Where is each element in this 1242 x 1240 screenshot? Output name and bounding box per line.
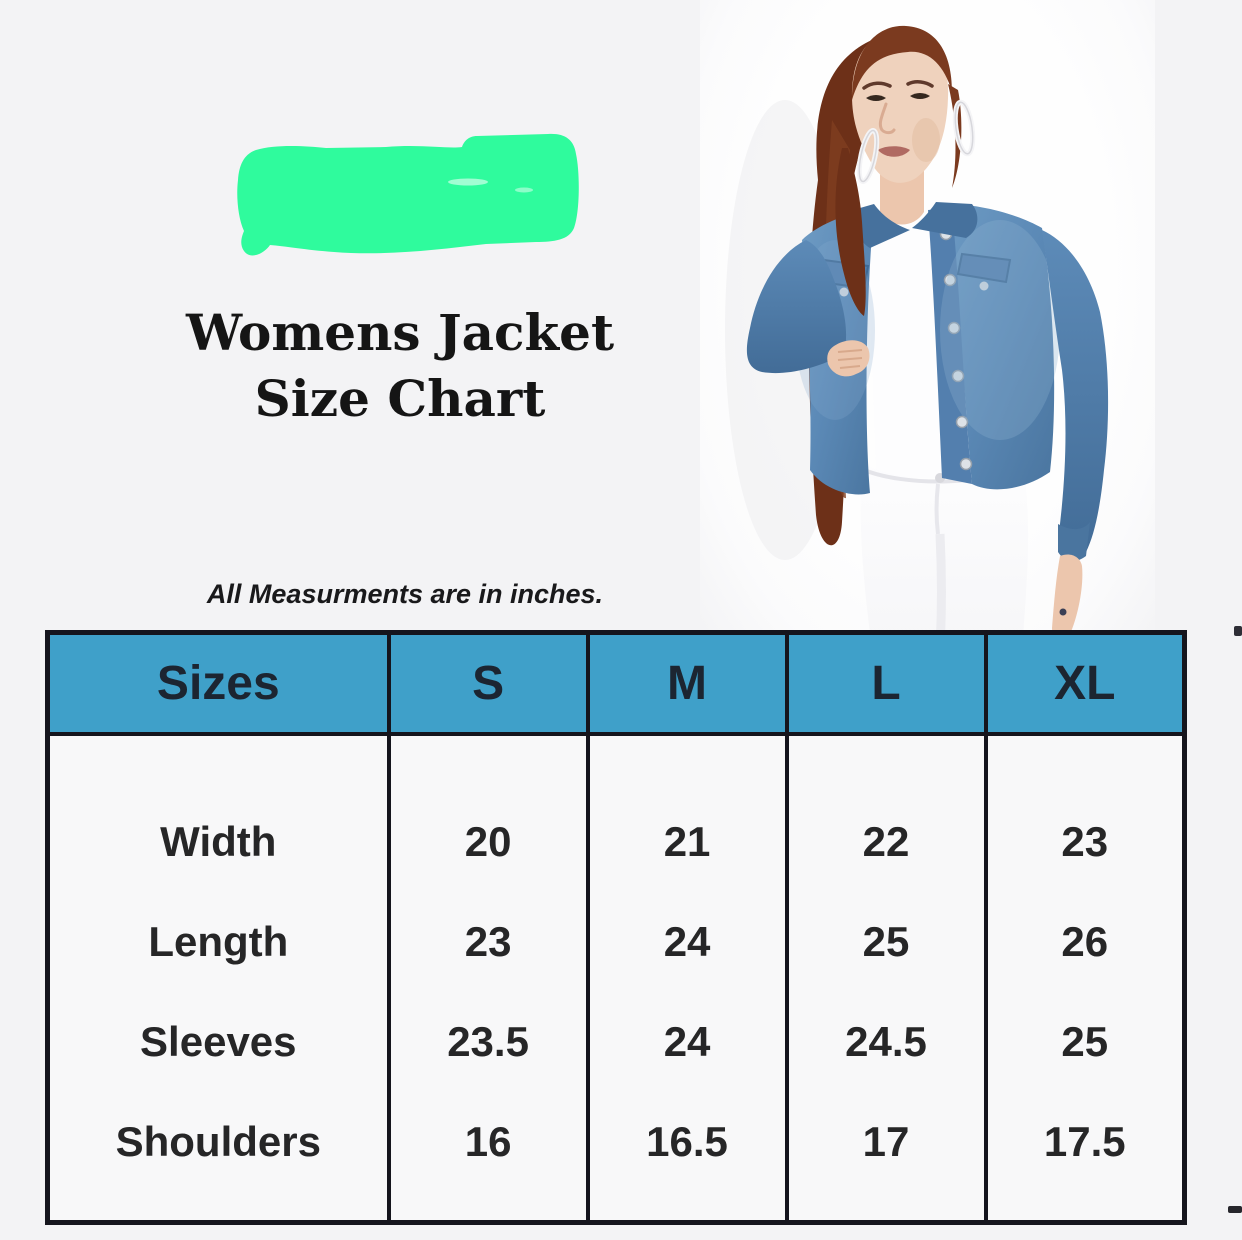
eyebrow: [906, 80, 934, 88]
measurement-value: 24: [585, 992, 789, 1092]
hoop-earring-outline: [954, 101, 974, 155]
measurement-value: 25: [983, 992, 1187, 1092]
measurement-value: 26: [983, 892, 1187, 992]
measurement-value: 25: [784, 892, 988, 992]
marker-scribble-icon: [237, 133, 579, 256]
measurement-value: 23: [983, 792, 1187, 892]
size-chart-table: Sizes S M L XL Width 20 21 22 23 Length …: [45, 630, 1187, 1225]
column-header-l: L: [784, 630, 988, 736]
sleeve-cuff: [1058, 522, 1090, 561]
edge-artifact-mark: [1228, 1206, 1242, 1213]
jacket-placket: [928, 208, 972, 484]
jacket-right-sleeve: [1042, 230, 1109, 558]
front-hair: [852, 25, 952, 100]
table-row-length: Length 23 24 25 26: [45, 892, 1187, 992]
title-line-2: Size Chart: [254, 369, 546, 428]
spacer-cell: [784, 1192, 988, 1223]
measurement-label: Length: [45, 892, 391, 992]
column-header-m: M: [585, 630, 789, 736]
spacer-cell: [386, 734, 590, 792]
spacer-cell: [45, 734, 391, 792]
pocket-button: [979, 281, 989, 291]
spacer-row: [45, 1192, 1187, 1223]
eye: [910, 93, 930, 99]
jacket-button: [951, 369, 965, 383]
fly-seam: [934, 483, 940, 535]
measurement-label: Sleeves: [45, 992, 391, 1092]
pocket-button: [839, 287, 849, 297]
column-header-xl: XL: [983, 630, 1187, 736]
nail-polish: [1059, 608, 1067, 616]
table-row-width: Width 20 21 22 23: [45, 792, 1187, 892]
measurement-value: 17.5: [983, 1092, 1187, 1192]
measurement-value: 22: [784, 792, 988, 892]
column-header-s: S: [386, 630, 590, 736]
eye: [866, 95, 886, 101]
header-row: Sizes S M L XL: [45, 630, 1187, 736]
shoulder-hair-strand: [835, 148, 866, 316]
nose: [878, 102, 896, 135]
spacer-cell: [983, 1192, 1187, 1223]
measurement-label: Width: [45, 792, 391, 892]
scribble-gap: [448, 178, 488, 186]
spacer-cell: [585, 1192, 789, 1223]
hoop-earring-outline: [858, 129, 878, 183]
jacket-left-sleeve: [746, 240, 847, 374]
units-note: All Measurments are in inches.: [206, 579, 604, 609]
measurement-value: 23.5: [386, 992, 590, 1092]
measurement-value: 24.5: [784, 992, 988, 1092]
jacket-collar-left: [856, 204, 910, 248]
title-line-1: Womens Jacket: [185, 303, 615, 362]
chest-pocket-flap: [956, 252, 1012, 284]
jacket-button: [955, 415, 969, 429]
product-photo: [700, 0, 1155, 648]
model-illustration: [725, 25, 1109, 648]
table-row-shoulders: Shoulders 16 16.5 17 17.5: [45, 1092, 1187, 1192]
page-title: Womens Jacket Size Chart: [135, 300, 665, 432]
spacer-cell: [585, 734, 789, 792]
jacket-button: [943, 273, 957, 287]
finger-lines: [837, 349, 863, 369]
spacer-cell: [983, 734, 1187, 792]
lips: [878, 146, 910, 157]
measurement-value: 16: [386, 1092, 590, 1192]
measurement-label: Shoulders: [45, 1092, 391, 1192]
spacer-cell: [784, 734, 988, 792]
spacer-cell: [386, 1192, 590, 1223]
measurement-value: 23: [386, 892, 590, 992]
measurement-value: 20: [386, 792, 590, 892]
column-header-sizes: Sizes: [45, 630, 391, 736]
measurement-value: 17: [784, 1092, 988, 1192]
edge-artifact-mark: [1234, 626, 1242, 636]
measurement-value: 21: [585, 792, 789, 892]
measurement-value: 16.5: [585, 1092, 789, 1192]
cheek-shading: [912, 118, 940, 162]
spacer-cell: [45, 1192, 391, 1223]
jacket-button: [947, 321, 961, 335]
right-hand: [1052, 554, 1083, 641]
jacket-collar-right: [912, 202, 978, 238]
measurement-value: 24: [585, 892, 789, 992]
brand-redaction-scribble: [236, 132, 582, 266]
scribble-shape: [237, 133, 579, 256]
jacket-button: [959, 457, 973, 471]
scribble-gap: [515, 187, 533, 193]
table-row-sleeves: Sleeves 23.5 24 24.5 25: [45, 992, 1187, 1092]
eyebrow: [862, 81, 892, 90]
spacer-row: [45, 734, 1187, 792]
denim-wash-highlight: [940, 220, 1060, 440]
